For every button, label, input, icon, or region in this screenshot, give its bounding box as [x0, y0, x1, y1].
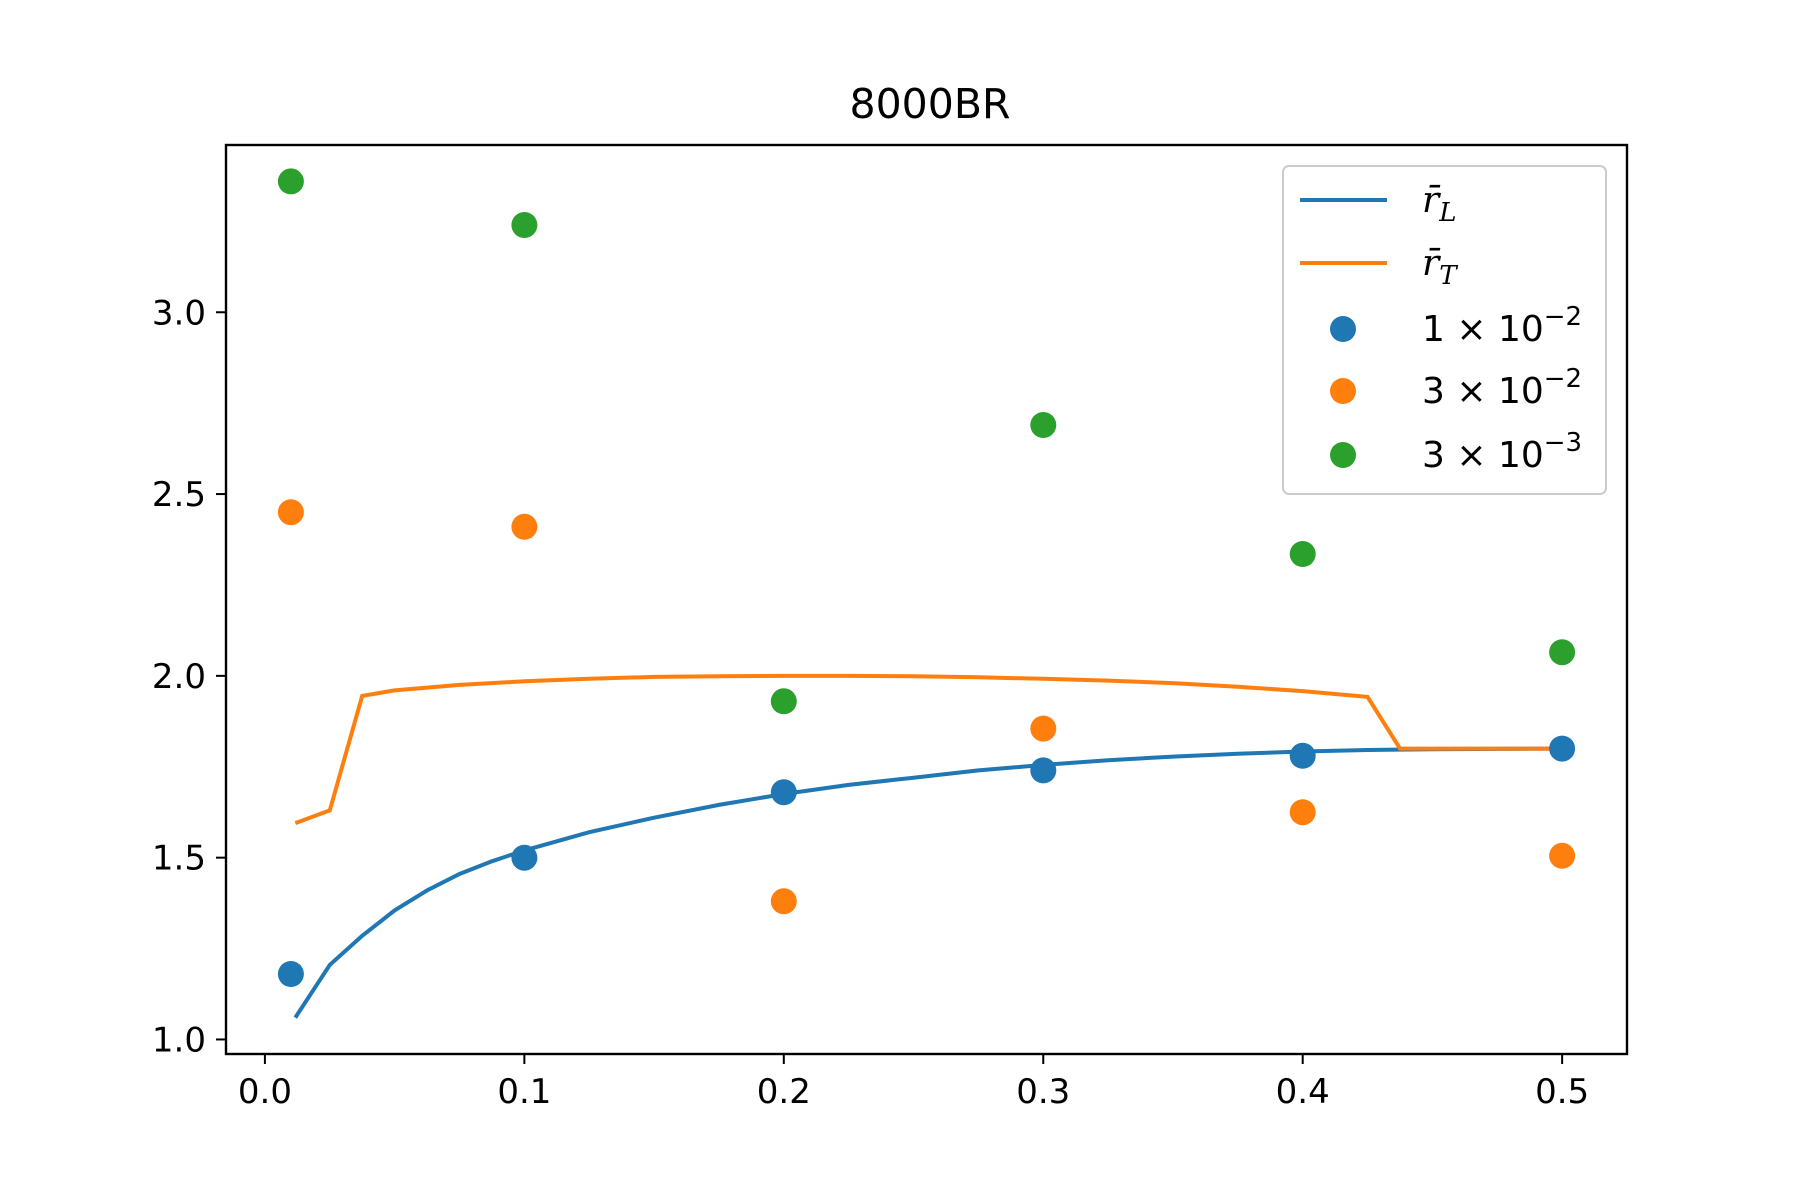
scatter-point	[277, 499, 304, 526]
legend-marker-swatch	[1330, 378, 1356, 404]
legend-marker-swatch	[1330, 316, 1356, 342]
legend-label-1: r̄T	[1422, 243, 1458, 291]
scatter-point	[1549, 639, 1576, 666]
y-tick-label: 1.0	[152, 1020, 206, 1060]
plot-frame	[224, 143, 1629, 1056]
legend-label-3: 3 × 10−2	[1422, 364, 1582, 412]
axes: 0.0 0.1 0.2 0.3 0.4 0.5 1.0 1.5 2.0 2.5 3.0	[152, 143, 1629, 1112]
scatter-point	[511, 212, 538, 238]
scatter-point	[277, 961, 304, 987]
legend-label-0: r̄L	[1422, 180, 1456, 228]
scatter-series-0	[277, 735, 1576, 987]
scatter-point	[1549, 842, 1576, 869]
scatter-point	[511, 844, 538, 871]
scatter-series-1	[277, 499, 1576, 915]
scatter-point	[1030, 715, 1057, 742]
scatter-point	[1289, 541, 1316, 567]
legend: r̄L r̄T 1 × 10−2 3 × 10−2 3 × 10−3	[1282, 165, 1607, 495]
legend-label-4: 3 × 10−3	[1422, 428, 1582, 476]
legend-marker-swatch	[1330, 442, 1356, 468]
scatter-series-2	[277, 168, 1576, 715]
plot-area	[277, 168, 1576, 1019]
scatter-point	[1549, 735, 1576, 762]
x-tick-label: 0.5	[1535, 1072, 1589, 1112]
x-tick-label: 0.4	[1276, 1072, 1330, 1112]
line-series-1	[294, 673, 1563, 825]
scatter-point	[277, 168, 304, 195]
scatter-point	[1030, 412, 1057, 438]
legend-box	[1282, 165, 1607, 495]
x-tick-label: 0.2	[757, 1072, 811, 1112]
y-tick-label: 2.0	[152, 657, 206, 697]
y-tick-label: 3.0	[152, 293, 206, 333]
x-tick-label: 0.1	[497, 1072, 551, 1112]
scatter-point	[770, 779, 797, 806]
scatter-point	[1289, 799, 1316, 826]
chart-title: 8000BR	[850, 80, 1011, 128]
y-tick-label: 1.5	[152, 839, 206, 879]
legend-label-2: 1 × 10−2	[1422, 302, 1582, 350]
x-tick-label: 0.0	[238, 1072, 292, 1112]
x-tick-label: 0.3	[1016, 1072, 1070, 1112]
scatter-point	[511, 513, 538, 540]
scatter-point	[1289, 742, 1316, 769]
scatter-point	[770, 688, 797, 715]
scatter-point	[1030, 757, 1057, 784]
scatter-point	[770, 888, 797, 915]
y-tick-label: 2.5	[152, 475, 206, 515]
